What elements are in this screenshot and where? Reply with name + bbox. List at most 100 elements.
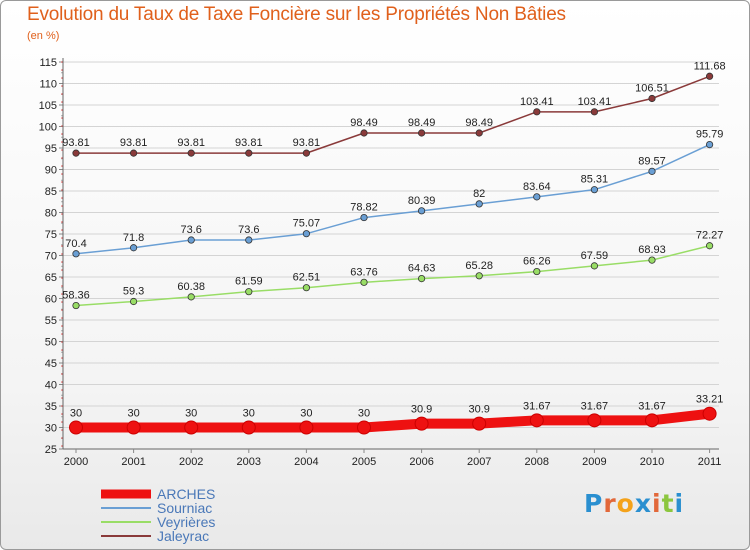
data-label: 71.8 — [123, 232, 144, 244]
y-tick-label: 75 — [45, 229, 57, 241]
axis-dot — [61, 413, 63, 415]
logo-letter: P — [584, 489, 604, 518]
axis-dot — [61, 293, 63, 295]
chart-subtitle: (en %) — [27, 30, 60, 42]
axis-dot — [61, 189, 63, 191]
y-tick-label: 40 — [45, 380, 57, 392]
y-tick-label: 35 — [45, 401, 57, 413]
x-tick-label: 2006 — [409, 456, 433, 468]
data-label: 30 — [185, 408, 197, 420]
data-point — [590, 262, 599, 270]
axis-dot — [61, 405, 63, 407]
data-label: 64.63 — [408, 263, 436, 275]
series-line-arches — [71, 408, 715, 433]
data-point — [590, 108, 599, 116]
data-point — [72, 149, 80, 157]
x-tick-label: 2002 — [179, 456, 203, 468]
data-label: 75.07 — [293, 218, 321, 230]
axis-dot — [61, 117, 63, 119]
axis-dot — [61, 229, 63, 231]
data-point — [241, 420, 256, 435]
data-point — [648, 256, 656, 264]
y-tick-label: 50 — [45, 337, 57, 349]
data-point — [414, 416, 429, 431]
data-label: 83.64 — [523, 181, 551, 193]
axis-dot — [61, 221, 63, 223]
series-line-sourniac — [75, 143, 711, 255]
legend-label: Veyrières — [157, 514, 215, 530]
y-tick-label: 65 — [45, 272, 57, 284]
x-tick-label: 2010 — [640, 456, 664, 468]
legend-label: ARCHES — [157, 486, 215, 502]
axis-dot — [61, 325, 63, 327]
data-label: 93.81 — [120, 137, 148, 149]
x-tick-label: 2008 — [525, 456, 549, 468]
data-label: 67.59 — [581, 250, 609, 262]
data-point — [648, 94, 656, 103]
data-point — [130, 149, 138, 157]
logo-letter: i — [674, 489, 685, 518]
data-point — [72, 250, 80, 258]
axis-dot — [61, 381, 63, 383]
data-label: 111.68 — [694, 60, 726, 72]
axis-dot — [61, 317, 63, 319]
axis-dot — [61, 253, 63, 255]
axis-dot — [61, 213, 63, 215]
x-tick-label: 2003 — [237, 456, 261, 468]
data-point — [245, 288, 253, 296]
axis-dot — [61, 109, 63, 111]
data-label: 31.67 — [638, 400, 666, 412]
y-tick-label: 90 — [45, 165, 57, 177]
data-point — [702, 406, 717, 421]
y-tick-label: 25 — [45, 444, 57, 456]
legend-label: Sourniac — [157, 500, 212, 516]
axis-dot — [61, 101, 63, 103]
data-point — [590, 186, 599, 194]
data-label: 73.6 — [238, 224, 259, 236]
axis-dot — [61, 389, 63, 391]
axis-dot — [61, 277, 63, 279]
x-tick-label: 2005 — [352, 456, 376, 468]
axis-dot — [61, 373, 63, 375]
y-tick-label: 80 — [45, 208, 57, 220]
data-label: 60.38 — [177, 281, 205, 293]
axis-dot — [61, 61, 63, 63]
data-label: 30 — [127, 408, 139, 420]
data-point — [475, 129, 483, 137]
data-label: 63.76 — [350, 266, 378, 278]
axis-dot — [61, 437, 63, 439]
data-point — [533, 267, 541, 276]
axis-dot — [61, 341, 63, 343]
axis-dot — [61, 349, 63, 351]
data-point — [187, 149, 195, 157]
data-point — [72, 301, 80, 310]
data-label: 98.49 — [350, 117, 378, 129]
axis-dot — [61, 245, 63, 247]
axis-dot — [61, 397, 63, 399]
y-tick-label: 95 — [45, 143, 57, 155]
chart-title: Evolution du Taux de Taxe Foncière sur l… — [27, 4, 566, 25]
axis-dot — [61, 149, 63, 151]
data-point — [417, 129, 426, 137]
proxiti-logo: Proxiti — [584, 489, 684, 518]
data-label: 82 — [473, 188, 485, 200]
x-tick-label: 2001 — [121, 456, 145, 468]
axis-dot — [61, 157, 63, 159]
data-label: 95.79 — [696, 129, 724, 141]
data-label: 31.67 — [523, 400, 551, 412]
data-point — [533, 108, 541, 116]
axis-dot — [61, 445, 63, 447]
data-label: 98.49 — [408, 117, 436, 129]
data-point — [69, 420, 83, 435]
data-label: 70.4 — [65, 238, 86, 250]
data-label: 103.41 — [578, 96, 612, 108]
y-tick-label: 85 — [45, 186, 57, 198]
data-point — [533, 193, 541, 201]
plot-area — [63, 58, 719, 449]
axis-dot — [61, 205, 63, 207]
axis-dot — [61, 69, 63, 71]
data-point — [302, 149, 310, 157]
axis-dot — [61, 269, 63, 271]
